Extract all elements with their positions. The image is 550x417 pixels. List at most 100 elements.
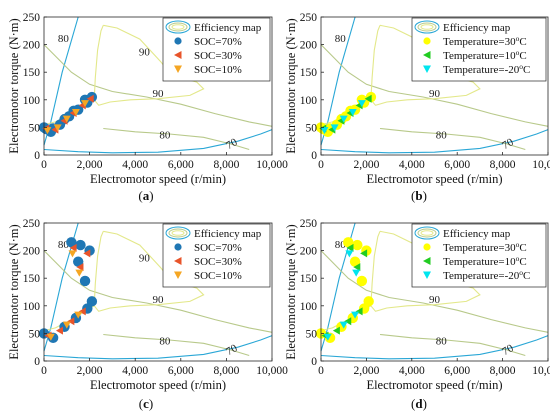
legend-efficiency-icon xyxy=(171,230,185,236)
contour-70-line xyxy=(43,335,273,360)
legend-efficiency-icon xyxy=(417,228,437,238)
legend: Efficiency map SOC=70% SOC=30% SOC=10% xyxy=(162,223,271,288)
x-tick-label: 8,000 xyxy=(213,365,239,377)
data-point-temperature-20-c xyxy=(339,321,348,329)
legend-efficiency-icon xyxy=(165,20,191,34)
x-tick-label: 10,000 xyxy=(532,365,550,377)
data-point-soc-10- xyxy=(71,108,80,116)
legend-marker xyxy=(174,271,182,279)
data-point-temperature-20-c xyxy=(352,269,361,277)
legend-marker xyxy=(174,65,182,73)
x-tick-label: 6,000 xyxy=(168,365,194,377)
data-point-temperature-10-c xyxy=(360,249,368,258)
data-point-soc-70- xyxy=(75,239,86,251)
legend: Efficiency mapTemperature=30oCTemperatur… xyxy=(411,223,547,288)
data-point-soc-30- xyxy=(69,243,77,252)
legend-marker xyxy=(174,37,182,45)
data-point-soc-30- xyxy=(76,263,84,272)
y-axis-label: Electromotor torque (N·m) xyxy=(7,18,21,153)
legend: Efficiency map SOC=70% SOC=30% SOC=10% xyxy=(162,17,271,82)
x-tick-label: 6,000 xyxy=(168,159,194,171)
y-tick-label: 100 xyxy=(23,301,41,313)
panel-label: (d) xyxy=(411,396,427,411)
legend: Efficiency mapTemperature=30oCTemperatur… xyxy=(411,17,547,82)
legend-label: SOC=10% xyxy=(194,64,242,76)
contour-70-line xyxy=(320,335,549,360)
data-point-soc-10- xyxy=(75,269,84,277)
x-tick-label: 2,000 xyxy=(353,159,379,171)
contour-label: 90 xyxy=(139,253,151,265)
contour-label: 90 xyxy=(153,294,165,306)
data-point-temperature-20-c xyxy=(357,100,366,108)
data-point-soc-70- xyxy=(79,275,91,287)
y-tick-label: 50 xyxy=(29,328,41,340)
contour-80-line xyxy=(43,250,273,333)
contour-label: 90 xyxy=(429,88,441,100)
contour-80-line xyxy=(43,44,273,127)
y-tick-label: 100 xyxy=(23,95,41,107)
y-tick-label: 200 xyxy=(23,246,41,258)
x-axis-label: Electromotor speed (r/min) xyxy=(90,378,226,392)
data-point-temperature-20-c xyxy=(351,311,360,319)
panel-label: (b) xyxy=(411,188,427,203)
legend-marker xyxy=(174,257,182,265)
legend-marker xyxy=(423,257,431,265)
data-point-temperature-20-c xyxy=(345,250,354,258)
legend-box xyxy=(411,17,547,82)
data-point-soc-30- xyxy=(55,326,63,335)
y-tick-label: 150 xyxy=(300,67,318,79)
y-tick-label: 250 xyxy=(23,12,41,24)
y-tick-label: 250 xyxy=(23,218,41,230)
y-axis-label: Electromotor torque (N·m) xyxy=(7,224,21,359)
data-point-soc-10- xyxy=(74,311,83,319)
legend-marker xyxy=(174,243,182,251)
y-tick-label: 100 xyxy=(300,95,318,107)
legend-label: Temperature=10oC xyxy=(443,48,527,62)
x-axis-label: Electromotor speed (r/min) xyxy=(366,378,502,392)
panel-0: 80 90 90 80 70 0 50 100 150 200 250 0 2,000 4,000 6,00… xyxy=(7,12,288,203)
y-tick-label: 0 xyxy=(311,356,317,368)
x-tick-label: 2,000 xyxy=(353,365,379,377)
contour-label: 90 xyxy=(429,294,441,306)
legend-efficiency-icon xyxy=(417,22,437,32)
data-point-temperature-20-c xyxy=(330,124,339,132)
y-tick-label: 100 xyxy=(300,301,318,313)
legend-label: Efficiency map xyxy=(194,228,262,240)
data-point-soc-10- xyxy=(46,333,55,341)
legend-label: Efficiency map xyxy=(443,22,511,34)
contour-80-line xyxy=(379,333,526,357)
y-tick-label: 150 xyxy=(300,273,318,285)
data-point-temperature-10-c xyxy=(364,94,372,103)
x-tick-label: 4,000 xyxy=(122,159,148,171)
contour-label: 80 xyxy=(436,129,448,141)
legend-marker xyxy=(423,271,431,279)
contour-label: 90 xyxy=(139,47,151,59)
x-tick-label: 4,000 xyxy=(399,365,425,377)
legend-label: Temperature=10oC xyxy=(443,254,527,268)
legend-label: SOC=70% xyxy=(194,36,242,48)
contour-label: 80 xyxy=(436,335,448,347)
contour-70-line xyxy=(320,129,549,154)
x-tick-label: 0 xyxy=(41,159,47,171)
legend-efficiency-icon xyxy=(168,228,188,238)
legend-marker xyxy=(423,51,431,59)
contour-label: 80 xyxy=(58,239,70,251)
x-tick-label: 10,000 xyxy=(256,365,288,377)
contour-90-line xyxy=(93,230,205,312)
data-point-temperature-20-c xyxy=(339,115,348,123)
contour-80-line xyxy=(103,127,250,151)
y-tick-label: 50 xyxy=(306,122,318,134)
data-point-soc-70- xyxy=(66,237,77,248)
x-tick-label: 8,000 xyxy=(490,159,516,171)
contour-label: 80 xyxy=(335,239,347,251)
y-tick-label: 200 xyxy=(23,40,41,52)
data-point-soc-30- xyxy=(78,307,86,316)
y-tick-label: 200 xyxy=(300,40,318,52)
contour-90-line xyxy=(93,24,205,106)
legend-label: Temperature=-20oC xyxy=(443,268,530,282)
y-tick-label: 50 xyxy=(29,122,41,134)
y-tick-label: 50 xyxy=(306,328,318,340)
contour-80-line xyxy=(320,44,549,127)
contour-label: 70 xyxy=(500,342,516,358)
data-point-soc-30- xyxy=(67,317,75,326)
